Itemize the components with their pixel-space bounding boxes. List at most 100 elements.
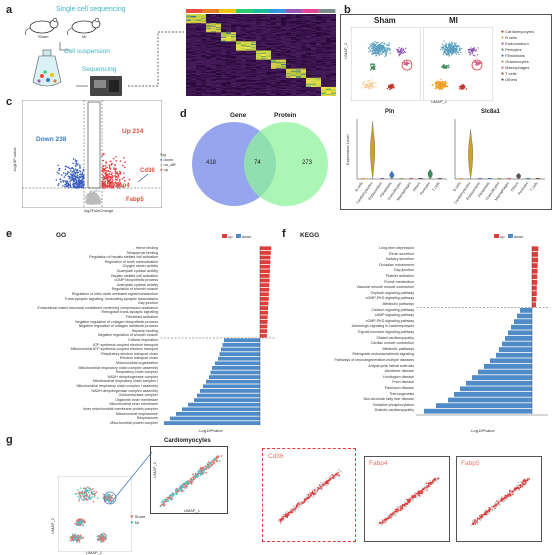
step-single-cell-sequencing: Single cell sequencing	[56, 6, 126, 13]
term-label: Circadian entrainment	[378, 262, 414, 267]
kegg-legend: up down	[494, 234, 523, 239]
term-label: Retrograde trans-synaptic signaling	[101, 310, 158, 315]
bar-up	[260, 283, 270, 287]
legend-dot: ●	[501, 77, 505, 83]
volcano-legend-title: Sig	[160, 152, 166, 157]
bar-up	[260, 310, 268, 315]
violin-plot-pln: B cellsCardiomyocytesEndocardiumFibrobla…	[354, 119, 447, 205]
violin-category-label: Others	[412, 181, 422, 192]
feature-title-cd36: Cd36	[268, 453, 284, 460]
term-label: Organelle inner membrane	[115, 397, 158, 402]
bar-down	[182, 407, 260, 412]
bar-down	[188, 402, 260, 407]
volcano-plot	[22, 100, 162, 208]
step-sequencing: Sequencing	[82, 66, 117, 73]
kegg-legend-up: up	[500, 234, 505, 239]
go-term-labels: Heme binding Tetrapyrrole binding Regulati…	[4, 246, 158, 426]
term-label: Gap junction	[137, 301, 158, 306]
term-label: Huntington disease	[383, 374, 414, 379]
bar-up	[532, 257, 538, 263]
bar-up	[532, 296, 537, 302]
volcano-legend-up: ● up	[160, 167, 168, 172]
bar-down	[215, 361, 260, 366]
bar-up	[260, 320, 268, 324]
bar-down	[466, 380, 532, 386]
term-label: Negative regulation of collagen biosynth…	[75, 319, 158, 324]
bar-up	[532, 263, 538, 268]
term-label: Hepatic stellate cell activation	[110, 273, 158, 278]
term-label: Mitochondrial respiratory chain complex …	[78, 365, 159, 370]
bar-up	[260, 301, 269, 306]
term-label: Adrenergic signaling in cardiomyocytes	[351, 324, 414, 329]
violin-category-label: Others	[510, 181, 520, 192]
violin-shape	[516, 172, 522, 180]
legend-dot: ●	[501, 35, 505, 41]
panel-label-a: a	[6, 4, 13, 16]
legend-nodiff-label: no_diff	[163, 162, 176, 167]
term-label: Heme binding	[135, 246, 158, 250]
bar-up	[532, 291, 537, 296]
heatmap	[186, 14, 336, 97]
venn-diagram	[192, 122, 328, 206]
term-label: cAMP signaling pathway	[374, 313, 414, 318]
term-label: Long-term depression	[379, 246, 414, 250]
term-label: Dilated cardiomyopathy	[376, 335, 414, 340]
umap-x-label: UMAP_1	[431, 99, 448, 104]
violin-shape	[370, 120, 376, 180]
legend-down-label: down	[163, 157, 174, 162]
violin-category-label: B cells	[354, 181, 363, 192]
legend-dot: ●	[501, 65, 505, 71]
feature-box-fabp5: Fabp5	[456, 456, 542, 542]
bar-down	[194, 398, 260, 402]
term-label: Mitochondrial organization	[116, 361, 158, 365]
bar-down	[499, 347, 532, 352]
panel-f: KEGG up down Long-term depression Renin s…	[282, 232, 552, 433]
bar-down	[460, 386, 532, 392]
term-label: Amyotrophic lateral sclerosis	[368, 363, 414, 368]
feature-plot-fabp4	[377, 477, 440, 526]
term-label: Renin secretion	[389, 251, 414, 256]
cardio-umap-box	[150, 446, 228, 514]
umap-all-cells	[58, 476, 132, 552]
panel-b: Sham MI UMAP_2 UMAP_1 ● Cardiomyocytes ● …	[340, 14, 552, 210]
cardio-umap-plot	[159, 455, 223, 508]
volcano-x-label: log2FoldChange	[84, 208, 114, 213]
term-label: Tetrapyrrole binding	[126, 250, 158, 255]
gene-label-cd36: Cd36	[140, 168, 155, 174]
term-label: Trans-synaptic signaling, modulating syn…	[64, 296, 158, 301]
bar-down	[472, 375, 532, 380]
term-label: Platelet activation	[385, 274, 414, 278]
zoom-connector	[109, 451, 153, 505]
gene-label-fabp4: Fabp4	[112, 183, 130, 189]
violin-plot-slc8a1: B cellsCardiomyocytesEndocardiumFibrobla…	[452, 119, 545, 205]
arrow-down-icon	[59, 42, 70, 51]
term-label: cGMP biosynthetic process	[114, 278, 158, 283]
venn-protein-only: 273	[302, 160, 313, 166]
legend-item: ● B cells	[501, 35, 517, 41]
bar-down	[484, 364, 532, 369]
legend-item: ● T cells	[501, 71, 517, 77]
violin-shape	[389, 170, 395, 180]
bar-down	[490, 358, 532, 364]
term-label: Respiratory chain complex	[115, 370, 158, 375]
bar-up	[532, 252, 538, 257]
term-label: Cardiac muscle contraction	[370, 341, 414, 346]
mice-illustration	[25, 17, 101, 36]
cardio-y-label: UMAP_2	[152, 461, 157, 478]
legend-dot: ●	[501, 53, 505, 59]
legend-swatch-down	[507, 234, 513, 238]
bar-up	[260, 306, 268, 310]
sham-mouse-label: Sham	[38, 34, 49, 39]
bar-down	[203, 384, 260, 389]
umap-all-x-label: UMAP_1	[86, 550, 103, 555]
violin-category-label: T cells	[529, 181, 538, 192]
umap-y-label: UMAP_2	[343, 42, 348, 59]
legend-dot: ●	[501, 71, 505, 77]
kegg-x-label: -Log10Pvalue	[470, 428, 495, 433]
bar-up	[260, 260, 271, 264]
violin-category-label: T cells	[431, 181, 440, 192]
kegg-term-labels: Long-term depression Renin secretion Saliv…	[282, 246, 414, 426]
bar-down	[454, 392, 532, 397]
term-label: Oxytocin signaling pathway	[370, 290, 414, 295]
bar-down	[176, 412, 260, 416]
